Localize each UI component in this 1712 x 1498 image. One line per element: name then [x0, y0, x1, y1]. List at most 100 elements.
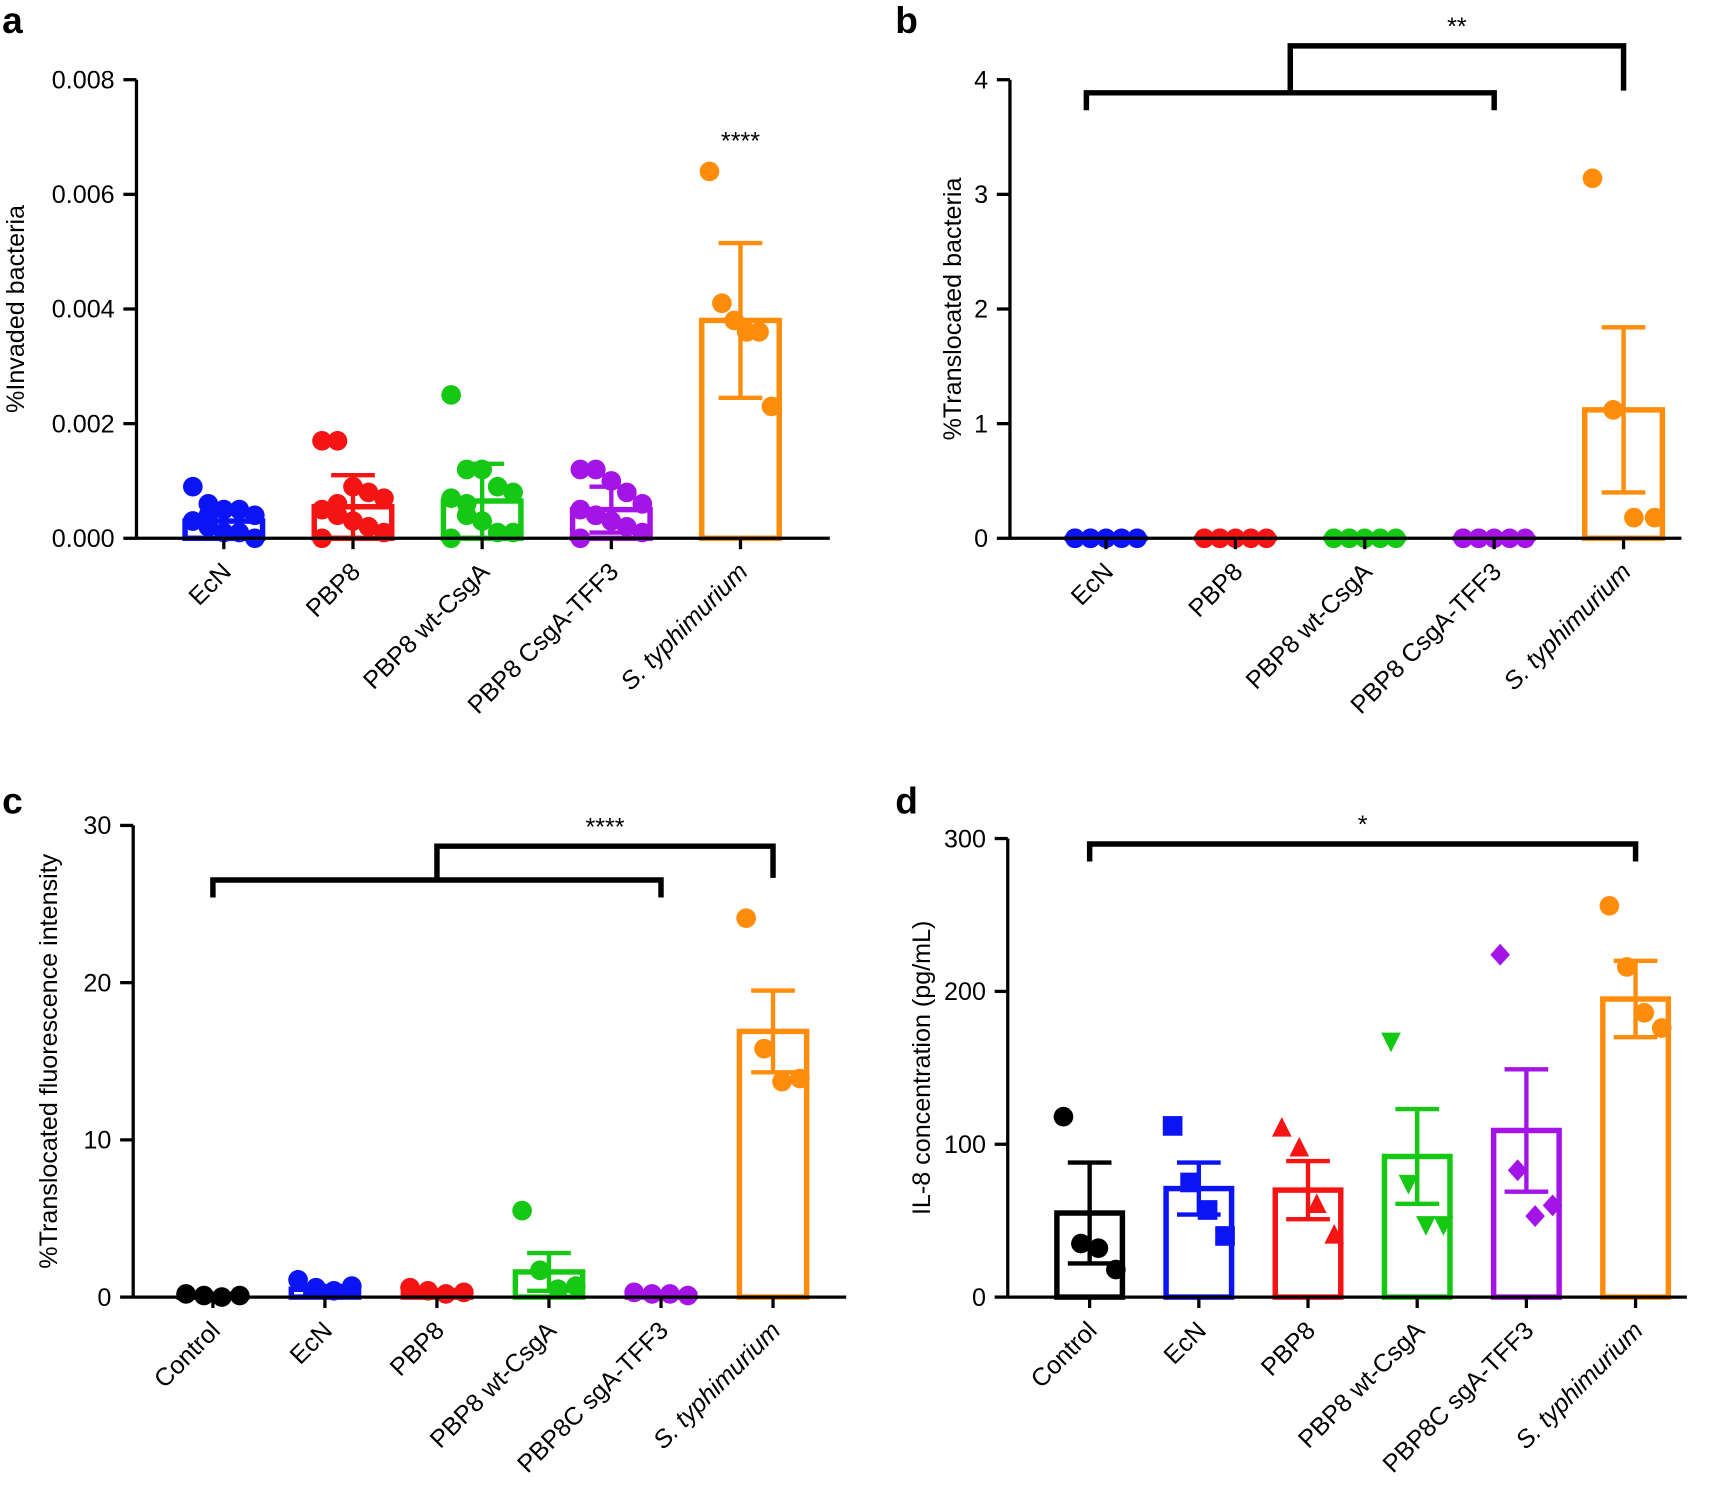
- data-point: [548, 1279, 568, 1300]
- error-bar: [1601, 325, 1646, 495]
- data-point: [1106, 1259, 1126, 1280]
- data-point: [1634, 1002, 1655, 1023]
- panel-label: c: [2, 779, 23, 821]
- data-point: [530, 1260, 550, 1281]
- x-tick-label: PBP8: [301, 558, 366, 623]
- error-bar: [1286, 1158, 1330, 1222]
- data-point: [343, 511, 363, 531]
- data-point: [1324, 1223, 1345, 1244]
- data-point: [456, 494, 477, 514]
- y-tick-label: 20: [83, 969, 111, 997]
- x-tick-label: EcN: [1066, 558, 1119, 611]
- data-point: [176, 1284, 196, 1304]
- y-tick-label: 4: [974, 66, 988, 94]
- panel-label: b: [895, 0, 918, 41]
- data-point: [1490, 943, 1511, 966]
- data-point: [624, 1282, 644, 1303]
- y-axis-label: %Translocated fluorescence intensity: [35, 853, 63, 1268]
- data-point: [566, 1276, 586, 1296]
- data-point: [1599, 895, 1620, 916]
- data-point: [601, 511, 622, 531]
- data-point: [1071, 1233, 1091, 1254]
- data-point: [754, 1038, 774, 1059]
- bar: [1600, 996, 1672, 1300]
- data-point: [343, 476, 363, 497]
- x-tick-label: EcN: [285, 1316, 338, 1369]
- data-point: [327, 494, 348, 514]
- y-tick-label: 0: [972, 1284, 986, 1312]
- data-point: [198, 505, 219, 526]
- y-axis-label: %Invaded bacteria: [2, 205, 30, 413]
- panel-label: a: [2, 0, 23, 41]
- y-tick-label: 0.008: [52, 66, 115, 94]
- bracket: [1083, 43, 1627, 111]
- data-point: [472, 459, 492, 480]
- error-bar: [1395, 1106, 1440, 1207]
- data-point: [642, 1284, 662, 1304]
- data-point: [570, 499, 591, 520]
- data-point: [312, 431, 332, 451]
- data-point: [487, 476, 508, 497]
- data-point: [772, 1071, 792, 1092]
- y-tick-label: 100: [944, 1131, 986, 1159]
- y-tick-label: 200: [944, 978, 986, 1006]
- data-point: [358, 482, 379, 503]
- annotation: ****: [721, 128, 760, 156]
- x-tick-label: PBP8: [1183, 558, 1248, 623]
- y-tick-label: 1: [974, 410, 988, 438]
- data-point: [1525, 1205, 1545, 1228]
- data-point: [306, 1277, 326, 1298]
- data-point: [1617, 957, 1637, 977]
- y-tick-label: 0: [974, 525, 988, 553]
- x-tick-label: PBP8: [1256, 1316, 1321, 1381]
- x-tick-label: PBP8 wt-CsgA: [1241, 557, 1378, 694]
- data-point: [660, 1284, 680, 1304]
- annotation: *: [1358, 811, 1368, 839]
- y-tick-label: 300: [944, 825, 986, 853]
- data-point: [374, 488, 394, 508]
- y-axis-label: IL-8 concentration (pg/mL): [908, 921, 936, 1215]
- data-point: [1433, 1216, 1454, 1236]
- data-point: [341, 1276, 362, 1296]
- data-point: [1398, 1174, 1419, 1195]
- data-point: [1381, 1032, 1401, 1053]
- x-tick-label: Control: [1026, 1316, 1103, 1393]
- data-point: [441, 488, 461, 508]
- data-point: [616, 482, 637, 503]
- annotation: ****: [585, 813, 624, 841]
- data-point: [1416, 1216, 1436, 1236]
- x-tick-label: Control: [149, 1316, 226, 1393]
- data-point: [183, 476, 203, 497]
- data-point: [1215, 1226, 1235, 1246]
- data-point: [1088, 1238, 1109, 1259]
- y-tick-label: 0.004: [52, 296, 115, 324]
- y-tick-label: 0.000: [52, 525, 115, 553]
- x-tick-label: EcN: [1158, 1316, 1211, 1369]
- data-point: [1582, 168, 1603, 189]
- data-point: [724, 310, 745, 331]
- data-point: [616, 516, 637, 537]
- data-point: [503, 482, 523, 503]
- x-tick-label: S. typhimurium: [1498, 558, 1636, 696]
- data-point: [1651, 1018, 1672, 1038]
- data-point: [570, 459, 591, 480]
- data-point: [512, 1200, 532, 1221]
- data-point: [1053, 1106, 1074, 1127]
- y-axis-label: %Translocated bacteria: [939, 178, 967, 441]
- data-point: [214, 499, 234, 520]
- y-tick-label: 0: [97, 1284, 111, 1312]
- data-point: [436, 1284, 456, 1304]
- data-point: [1197, 1200, 1218, 1220]
- bracket: [1086, 841, 1639, 862]
- data-point: [1162, 1116, 1183, 1136]
- data-point: [327, 431, 348, 451]
- data-point: [632, 494, 653, 514]
- data-point: [1180, 1172, 1200, 1193]
- x-tick-label: PBP8: [385, 1316, 450, 1381]
- data-point: [790, 1068, 810, 1089]
- data-point: [761, 396, 782, 417]
- y-tick-label: 2: [974, 296, 988, 324]
- data-point: [456, 459, 477, 480]
- data-point: [712, 293, 732, 314]
- data-point: [699, 161, 720, 182]
